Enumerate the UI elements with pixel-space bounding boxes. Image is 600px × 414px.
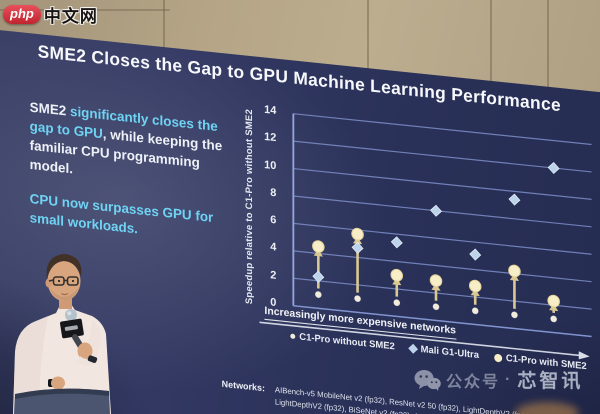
- point-mali-g1-ultra: [390, 236, 403, 249]
- diamond-marker-icon: [408, 343, 419, 354]
- chart-gridline: [293, 167, 592, 200]
- chart-gridline: [293, 304, 592, 338]
- hair: [46, 254, 82, 279]
- glasses: [48, 276, 79, 286]
- microphone-flag: [60, 318, 84, 339]
- slide-body-text: SME2 significantly closes the gap to GPU…: [30, 98, 243, 250]
- point-baseline: [354, 295, 361, 303]
- point-c1-pro-with-sme2: [468, 279, 482, 293]
- point-baseline: [314, 291, 322, 299]
- scatter-plot: [292, 113, 592, 338]
- point-baseline: [511, 311, 518, 319]
- point-mali-g1-ultra: [351, 241, 364, 254]
- wechat-icon: [414, 369, 441, 391]
- wall-seam: [367, 0, 369, 110]
- chart-gridline: [293, 277, 592, 310]
- point-baseline: [393, 299, 401, 307]
- dot-marker-icon: [290, 333, 296, 340]
- point-mali-g1-ultra: [312, 270, 325, 283]
- y-tick-label: 6: [270, 213, 277, 227]
- slide-paragraph-1: SME2 significantly closes the gap to GPU…: [29, 99, 223, 177]
- watermark: 公众号 · 芯智讯: [414, 366, 583, 393]
- watermark-separator: ·: [505, 370, 513, 388]
- point-mali-g1-ultra: [430, 204, 442, 217]
- point-c1-pro-with-sme2: [429, 274, 443, 288]
- y-tick-label: 2: [270, 268, 277, 282]
- y-tick-label: 8: [270, 186, 277, 200]
- chart-gridline: [293, 250, 592, 283]
- point-c1-pro-with-sme2: [351, 227, 364, 241]
- point-mali-g1-ultra: [469, 248, 482, 261]
- microphone-head: [65, 309, 77, 321]
- point-c1-pro-with-sme2: [508, 264, 521, 278]
- watermark-name: 芯智讯: [517, 371, 584, 392]
- circle-marker-icon: [493, 353, 502, 362]
- chart-gridline: [293, 140, 592, 173]
- y-tick-label: 10: [264, 158, 277, 172]
- x-axis-arrow: [259, 321, 590, 360]
- y-tick-label: 14: [264, 103, 277, 117]
- wall-seam: [547, 0, 549, 110]
- chart-gridline: [293, 222, 592, 255]
- point-c1-pro-with-sme2: [390, 268, 404, 282]
- presenter: [13, 254, 111, 414]
- php-logo: php: [3, 5, 41, 24]
- watch: [87, 355, 98, 363]
- wall-seam: [490, 0, 492, 110]
- site-name: 中文网: [43, 7, 98, 26]
- point-baseline: [471, 307, 479, 315]
- point-mali-g1-ultra: [508, 193, 521, 206]
- y-axis-ticks: 0 2 4 6 8 10 12 14: [252, 99, 282, 314]
- networks-label: Networks:: [221, 378, 265, 394]
- y-tick-label: 12: [264, 131, 277, 145]
- point-baseline: [550, 315, 558, 323]
- point-c1-pro-with-sme2: [312, 240, 325, 253]
- point-c1-pro-with-sme2: [547, 294, 560, 308]
- chart-gridline: [293, 113, 592, 146]
- presentation-slide: SME2 Closes the Gap to GPU Machine Learn…: [0, 27, 600, 414]
- audience-head-blur: [515, 402, 579, 414]
- point-baseline: [432, 303, 440, 311]
- wall-seam: [0, 9, 170, 11]
- watermark-prefix: 公众号: [446, 373, 501, 391]
- site-badge: php 中文网: [3, 2, 98, 27]
- hand: [77, 342, 93, 360]
- y-tick-label: 4: [270, 241, 277, 255]
- chart-gridline: [293, 195, 592, 228]
- point-mali-g1-ultra: [547, 162, 560, 175]
